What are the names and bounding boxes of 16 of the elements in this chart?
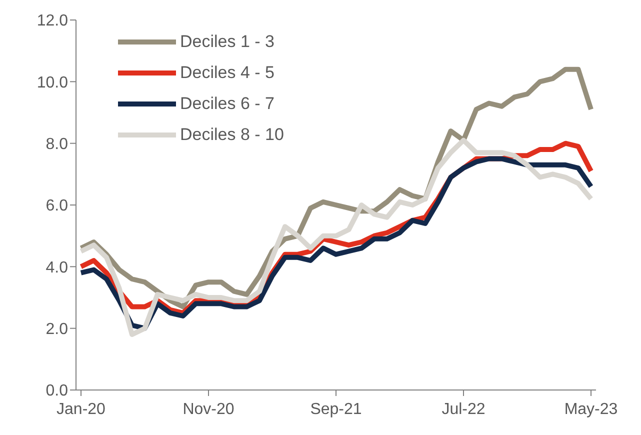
y-tick-label: 2.0 — [46, 321, 68, 338]
y-tick-label: 6.0 — [46, 198, 68, 215]
x-tick-label: Jan-20 — [56, 401, 106, 418]
y-tick-label: 12.0 — [36, 12, 68, 30]
y-tick-label: 0.0 — [46, 382, 68, 400]
y-tick-label: 10.0 — [36, 74, 68, 92]
y-tick-label: 8.0 — [46, 136, 68, 154]
legend-label: Deciles 6 - 7 — [180, 94, 274, 114]
x-tick-label: Jul-22 — [442, 401, 486, 418]
x-tick-label: May-23 — [564, 401, 618, 418]
legend-label: Deciles 1 - 3 — [180, 32, 274, 52]
legend-label: Deciles 8 - 10 — [180, 124, 284, 144]
y-tick-label: 4.0 — [46, 259, 68, 276]
x-tick-label: Sep-21 — [310, 401, 362, 418]
x-tick-label: Nov-20 — [182, 401, 234, 418]
legend-label: Deciles 4 - 5 — [180, 62, 274, 82]
